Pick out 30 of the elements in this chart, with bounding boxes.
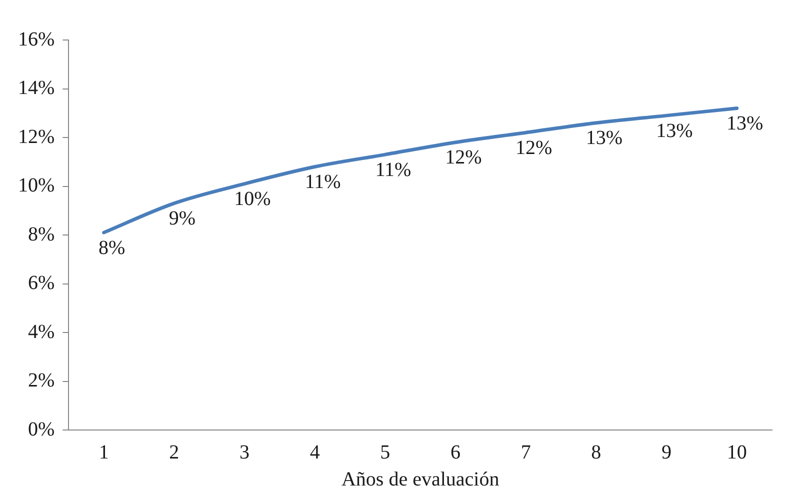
y-tick-label: 12% — [18, 126, 55, 148]
y-tick-label: 16% — [18, 28, 55, 50]
data-label: 10% — [234, 188, 271, 210]
y-tick-label: 4% — [28, 320, 55, 343]
x-tick-label: 6 — [450, 441, 460, 464]
data-label: 8% — [98, 236, 126, 259]
data-label: 12% — [515, 136, 552, 159]
y-tick-label: 6% — [28, 272, 55, 294]
data-label: 9% — [168, 208, 196, 230]
data-label: 13% — [586, 127, 622, 150]
y-tick-label: 2% — [28, 370, 55, 392]
x-tick-label: 7 — [520, 441, 531, 464]
x-tick-label: 4 — [310, 441, 320, 464]
x-tick-label: 3 — [239, 441, 250, 464]
data-label: 11% — [375, 158, 412, 181]
data-label: 13% — [726, 112, 764, 134]
x-tick-label: 1 — [98, 441, 109, 464]
x-tick-label: 9 — [662, 441, 672, 464]
data-label: 11% — [304, 171, 341, 193]
x-tick-label: 5 — [380, 441, 390, 464]
data-label: 12% — [445, 146, 482, 169]
x-tick-label: 10 — [726, 441, 747, 464]
y-tick-label: 8% — [28, 223, 55, 246]
x-tick-label: 8 — [591, 441, 602, 464]
y-tick-label: 14% — [18, 77, 55, 99]
y-tick-label: 0% — [28, 418, 55, 440]
data-label: 13% — [656, 120, 693, 142]
x-axis-title: Años de evaluación — [341, 468, 500, 490]
y-tick-label: 10% — [18, 174, 55, 196]
x-tick-label: 2 — [169, 441, 180, 464]
